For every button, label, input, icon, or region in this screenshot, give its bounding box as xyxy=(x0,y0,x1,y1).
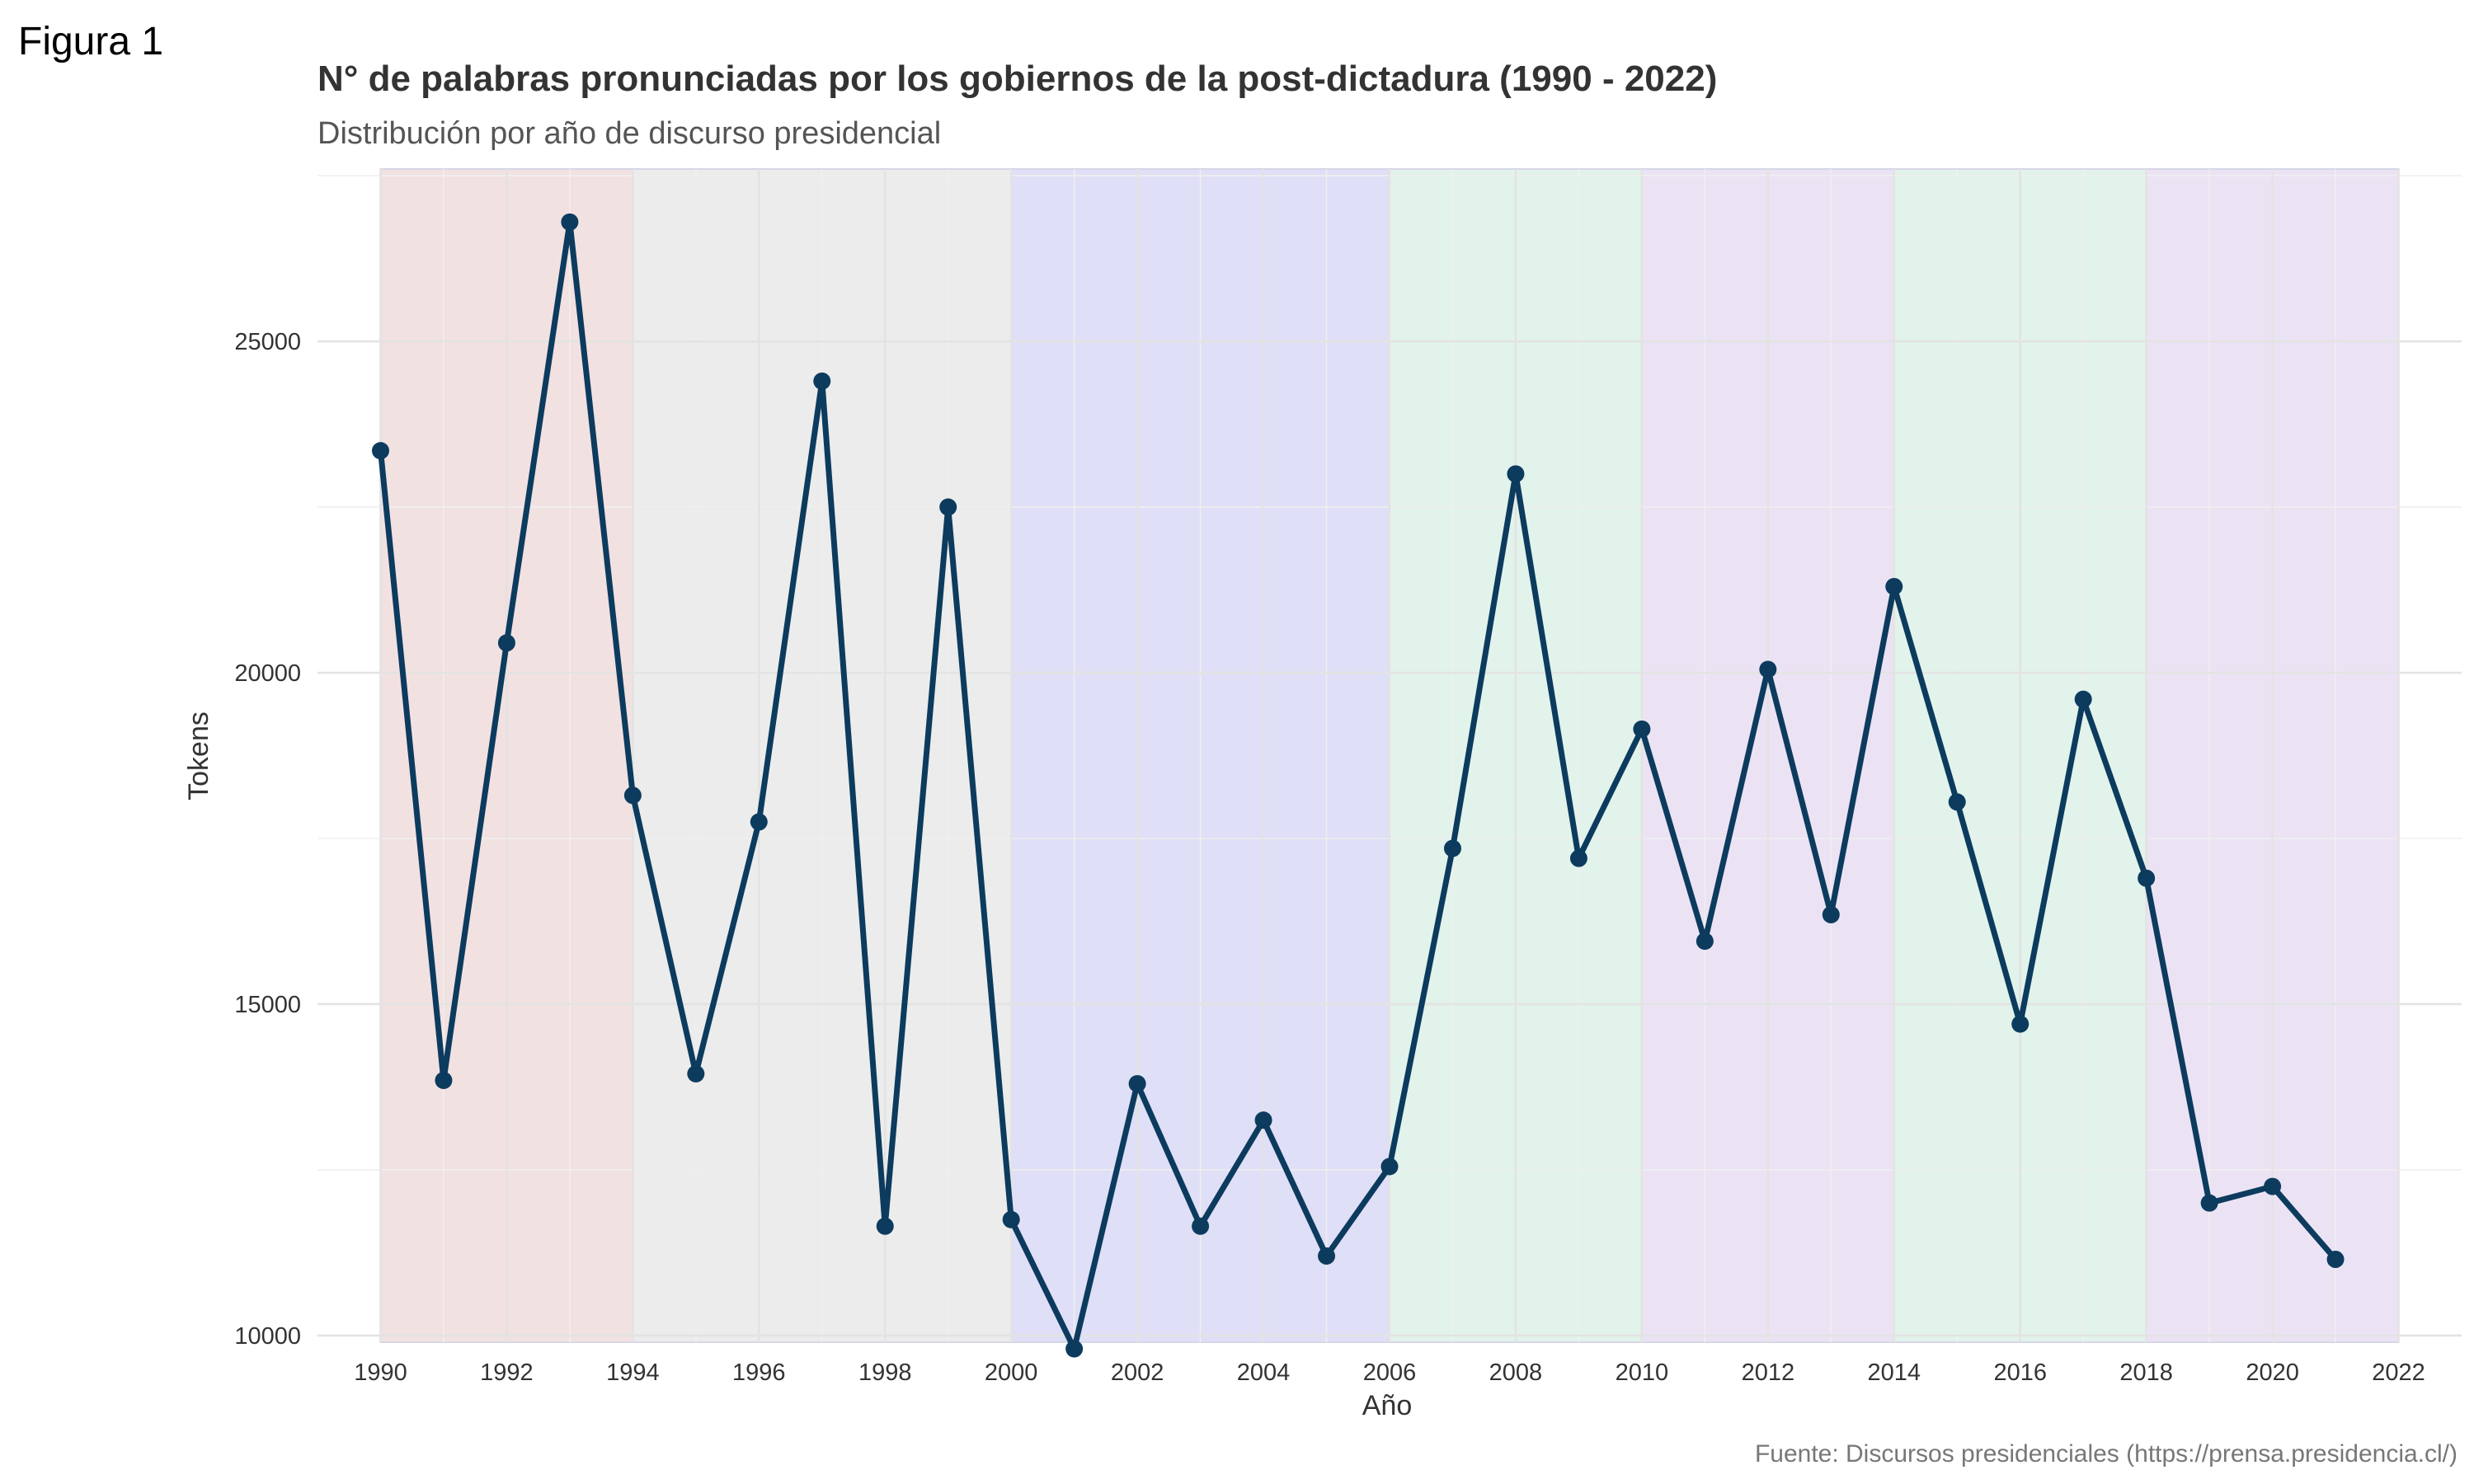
chart-subtitle: Distribución por año de discurso preside… xyxy=(317,116,941,151)
data-point-2006 xyxy=(1380,1158,1399,1176)
data-point-2005 xyxy=(1318,1247,1336,1265)
data-point-2002 xyxy=(1128,1074,1146,1092)
x-tick-label: 2008 xyxy=(1489,1360,1543,1386)
x-tick-label: 1990 xyxy=(354,1360,407,1386)
data-point-1992 xyxy=(497,634,515,652)
x-tick-label: 1994 xyxy=(606,1360,660,1386)
data-point-2000 xyxy=(1002,1210,1020,1228)
x-tick-label: 1998 xyxy=(858,1360,912,1386)
data-point-1999 xyxy=(939,498,957,516)
series-line xyxy=(378,218,2339,1352)
data-point-2016 xyxy=(2011,1015,2030,1033)
x-tick-label: 2022 xyxy=(2372,1360,2425,1386)
y-tick-label: 20000 xyxy=(234,660,301,687)
y-axis-title: Tokens xyxy=(183,711,214,801)
x-axis-tick-labels: 1990 1992 1994 1996 1998 2000 2002 2004 2006 2008… xyxy=(354,1360,2425,1386)
x-tick-label: 2006 xyxy=(1363,1360,1417,1386)
major-gridlines xyxy=(317,169,2462,1342)
data-point-1994 xyxy=(623,787,642,805)
x-tick-label: 2010 xyxy=(1616,1360,1669,1386)
data-point-1997 xyxy=(813,372,831,390)
data-point-2008 xyxy=(1507,465,1525,483)
data-point-2013 xyxy=(1822,905,1840,923)
data-point-1993 xyxy=(561,213,579,231)
series-line-group xyxy=(378,218,2339,1352)
data-point-2010 xyxy=(1633,720,1651,738)
data-point-2004 xyxy=(1254,1111,1272,1129)
data-point-2021 xyxy=(2326,1251,2345,1269)
x-tick-label: 2014 xyxy=(1868,1360,1921,1386)
data-point-2003 xyxy=(1192,1217,1210,1235)
source-caption: Fuente: Discursos presidenciales (https:… xyxy=(1755,1440,2458,1468)
data-point-2019 xyxy=(2200,1194,2218,1212)
data-point-2001 xyxy=(1065,1340,1084,1358)
data-point-1995 xyxy=(687,1064,705,1082)
x-tick-label: 2000 xyxy=(985,1360,1038,1386)
data-point-2007 xyxy=(1443,839,1461,857)
data-point-2015 xyxy=(1948,793,1966,811)
data-point-1996 xyxy=(750,813,768,831)
data-point-1990 xyxy=(371,442,389,460)
y-tick-label: 25000 xyxy=(234,329,301,355)
y-tick-label: 10000 xyxy=(234,1323,301,1350)
data-point-2017 xyxy=(2074,690,2092,708)
chart-title: N° de palabras pronunciadas por los gobi… xyxy=(317,59,1717,99)
x-tick-label: 2018 xyxy=(2119,1360,2173,1386)
data-point-2014 xyxy=(1885,577,1903,595)
data-point-2009 xyxy=(1569,849,1587,867)
data-point-2012 xyxy=(1759,660,1777,679)
x-axis-title: Año xyxy=(1362,1390,1413,1421)
y-axis-tick-labels: 10000 15000 20000 25000 xyxy=(234,329,301,1350)
data-point-1991 xyxy=(435,1071,453,1089)
data-point-1998 xyxy=(876,1217,894,1235)
x-tick-label: 2016 xyxy=(1993,1360,2047,1386)
x-tick-label: 2012 xyxy=(1742,1360,1795,1386)
data-point-2020 xyxy=(2264,1177,2282,1195)
x-tick-label: 1992 xyxy=(480,1360,534,1386)
data-points xyxy=(371,213,2345,1358)
figure-label: Figura 1 xyxy=(18,20,163,63)
x-tick-label: 2020 xyxy=(2246,1360,2299,1386)
y-tick-label: 15000 xyxy=(234,992,301,1018)
x-tick-label: 2002 xyxy=(1111,1360,1164,1386)
x-tick-label: 1996 xyxy=(732,1360,786,1386)
x-tick-label: 2004 xyxy=(1237,1360,1291,1386)
data-point-2011 xyxy=(1696,932,1714,951)
data-point-2018 xyxy=(2138,869,2156,887)
